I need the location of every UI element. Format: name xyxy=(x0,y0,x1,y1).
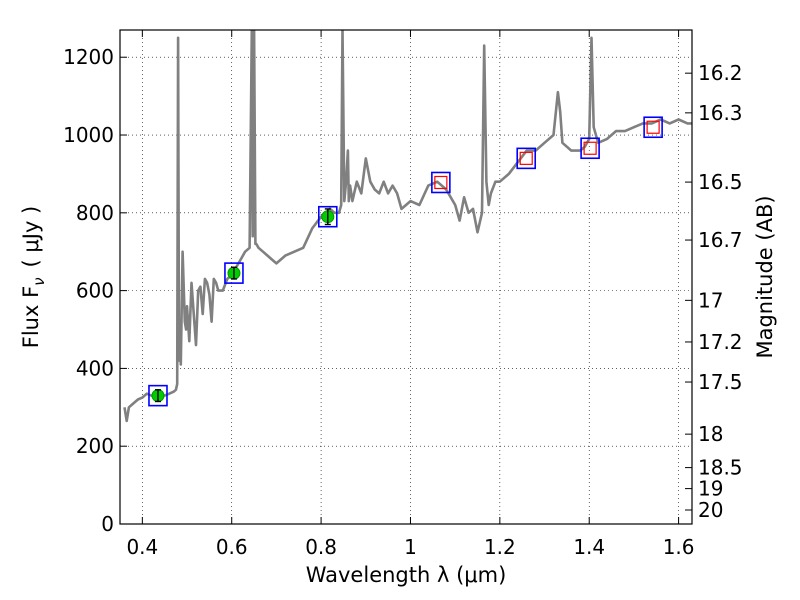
y-axis-label: Flux Fν ( μJy ) xyxy=(19,206,48,349)
x-tick-label: 0.8 xyxy=(305,535,337,559)
observed-box-marker xyxy=(519,151,533,165)
grid-lines xyxy=(120,30,692,525)
model-box-marker xyxy=(148,384,168,407)
y2-tick-label: 17 xyxy=(698,288,723,312)
y-axis-label-unit: ( μJy ) xyxy=(19,206,43,268)
y2-tick-label: 18 xyxy=(698,422,723,446)
photometry-point-group xyxy=(643,116,663,139)
model-box-marker xyxy=(224,262,244,284)
x-tick-label: 0.4 xyxy=(126,535,158,559)
observed-box-marker xyxy=(434,175,448,190)
y-axis-label-main: Flux F xyxy=(19,286,43,348)
y-tick-label: 0 xyxy=(101,512,114,536)
observed-box-marker xyxy=(583,141,597,155)
x-tick-label: 1 xyxy=(404,535,417,559)
spectrum-line xyxy=(123,30,692,423)
photometry-point-group xyxy=(580,137,600,160)
y-tick-label: 800 xyxy=(76,201,114,225)
spectrum-series xyxy=(123,30,692,423)
photometry-point-group xyxy=(431,171,451,194)
model-box-marker xyxy=(643,116,663,139)
y-tick-label: 200 xyxy=(76,434,114,458)
x-axis-label: Wavelength λ (μm) xyxy=(306,563,507,587)
model-box-marker xyxy=(317,205,338,228)
y2-tick-label: 16.5 xyxy=(698,170,743,194)
plot-frame xyxy=(119,29,693,525)
y-tick-label: 600 xyxy=(76,279,114,303)
axis-ticks: 0.4 0.6 0.8 1 1.2 1.4 1.6 0 200 400 600 800 1000 1200… xyxy=(63,30,743,559)
y-tick-label: 1000 xyxy=(63,123,114,147)
x-tick-label: 1.6 xyxy=(663,535,695,559)
x-tick-label: 1.2 xyxy=(484,535,516,559)
model-box-marker xyxy=(431,171,451,194)
y2-tick-label: 19 xyxy=(698,477,723,501)
y2-tick-label: 16.2 xyxy=(698,61,743,85)
y2-tick-label: 17.2 xyxy=(698,330,743,354)
photometry-series xyxy=(148,116,663,407)
y2-tick-label: 16.3 xyxy=(698,101,743,125)
x-tick-label: 1.4 xyxy=(573,535,605,559)
photometry-point-group xyxy=(516,147,537,170)
photometry-point-group xyxy=(224,262,244,284)
model-box-marker xyxy=(516,147,537,170)
photometry-point-group xyxy=(317,205,338,228)
y2-tick-label: 18.5 xyxy=(698,456,743,480)
y2-tick-label: 17.5 xyxy=(698,370,743,394)
y-tick-label: 400 xyxy=(76,356,114,380)
y2-tick-label: 20 xyxy=(698,498,723,522)
x-tick-label: 0.6 xyxy=(216,535,248,559)
y2-tick-label: 16.7 xyxy=(698,228,743,252)
photometry-point-group xyxy=(148,384,168,407)
y-axis-label-sub: ν xyxy=(30,277,48,285)
y-tick-label: 1200 xyxy=(63,45,114,69)
y2-axis-label: Magnitude (AB) xyxy=(753,195,777,358)
model-box-marker xyxy=(580,137,600,160)
observed-box-marker xyxy=(646,120,660,134)
